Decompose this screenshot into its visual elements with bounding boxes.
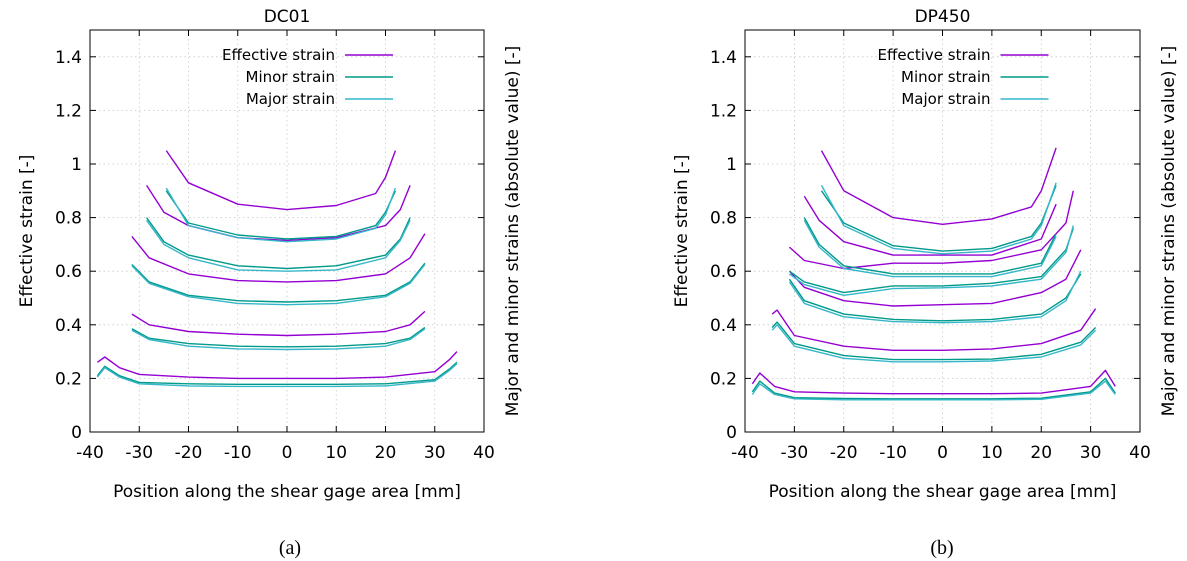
y-tick-label: 0.4 — [55, 316, 82, 336]
series-line-minor-strain — [820, 185, 1057, 252]
series-line-major-strain — [788, 270, 1082, 324]
series-line-major-strain — [131, 328, 426, 351]
x-tick-label: -20 — [830, 443, 858, 463]
chart-title: DC01 — [264, 7, 311, 27]
series-line-major-strain — [165, 187, 397, 243]
y-axis-label: Effective strain [-] — [17, 155, 37, 308]
x-tick-label: 30 — [1080, 443, 1102, 463]
legend-label: Effective strain — [878, 46, 991, 64]
y-tick-label: 0.4 — [710, 316, 737, 336]
x-tick-label: -40 — [731, 443, 759, 463]
legend-label: Minor strain — [246, 68, 335, 86]
x-tick-label: -20 — [175, 443, 203, 463]
chart-panel-dp450: -40 -30 -20 -10 0 10 20 30 40 0 0.2 0.4 0.6 0.8 1 1.2 1.… — [672, 7, 1179, 559]
series-line-minor-strain — [146, 217, 411, 270]
legend-label: Minor strain — [901, 68, 990, 86]
series-line-minor-strain — [751, 377, 1116, 400]
y2-axis-label: Major and minor strains (absolute value)… — [1159, 46, 1179, 417]
y-axis-label: Effective strain [-] — [672, 155, 692, 308]
series-line-minor-strain — [96, 361, 458, 385]
series-line-minor-strain — [131, 326, 426, 348]
x-tick-label: -10 — [879, 443, 907, 463]
chart-title: DP450 — [915, 7, 971, 27]
y-tick-label: 0 — [71, 423, 82, 443]
x-axis-label: Position along the shear gage area [mm] — [113, 482, 461, 502]
y-tick-label: 1.2 — [710, 101, 737, 121]
x-tick-label: 10 — [981, 443, 1003, 463]
legend-label: Major strain — [246, 90, 335, 108]
x-tick-label: 20 — [375, 443, 397, 463]
series-line-effective-strain — [146, 185, 411, 242]
series-line-effective-strain — [165, 150, 397, 211]
series-line-effective-strain — [803, 195, 1057, 256]
series-line-major-strain — [771, 324, 1097, 363]
series-line-major-strain — [788, 225, 1074, 296]
x-tick-label: -10 — [224, 443, 252, 463]
x-tick-label: -30 — [780, 443, 808, 463]
y2-axis-label: Major and minor strains (absolute value)… — [503, 46, 523, 417]
y-tick-label: 0.2 — [55, 369, 82, 389]
series-line-major-strain — [803, 219, 1057, 278]
series-line-effective-strain — [788, 190, 1074, 270]
series-line-major-strain — [146, 219, 411, 272]
x-tick-label: 40 — [473, 443, 495, 463]
series-major-strain — [96, 187, 458, 388]
y-tick-label: 0.8 — [55, 209, 82, 229]
series-effective-strain — [751, 147, 1116, 395]
series-line-minor-strain — [803, 217, 1057, 275]
legend-label: Effective strain — [222, 46, 335, 64]
legend: Effective strain Minor strain Major strain — [222, 46, 393, 108]
x-tick-label: 20 — [1030, 443, 1052, 463]
y-tick-label: 1.2 — [55, 101, 82, 121]
series-line-minor-strain — [771, 321, 1097, 361]
series-line-minor-strain — [131, 262, 426, 303]
series-line-effective-strain — [820, 147, 1057, 225]
series-minor-strain — [96, 190, 458, 385]
x-tick-label: 30 — [424, 443, 446, 463]
y-tick-label: 1 — [71, 155, 82, 175]
y-tick-label: 1 — [726, 155, 737, 175]
series-line-effective-strain — [131, 233, 426, 283]
legend-label: Major strain — [901, 90, 990, 108]
series-line-major-strain — [751, 380, 1116, 401]
y-tick-label: 1.4 — [710, 48, 737, 68]
series-line-effective-strain — [788, 249, 1082, 307]
x-tick-label: 10 — [325, 443, 347, 463]
series-line-major-strain — [96, 363, 458, 388]
x-axis-label: Position along the shear gage area [mm] — [769, 482, 1117, 502]
x-tick-label: 0 — [937, 443, 948, 463]
x-tick-label: 40 — [1129, 443, 1151, 463]
series-line-effective-strain — [751, 369, 1116, 395]
series-line-effective-strain — [96, 351, 458, 380]
chart-panel-dc01: -40 -30 -20 -10 0 10 20 30 40 0 0.2 0.4 0.6 0.8 1 1.2 1.… — [17, 7, 523, 559]
panel-caption: (b) — [930, 537, 953, 559]
series-major-strain — [751, 182, 1116, 401]
grid — [745, 30, 1140, 432]
series-effective-strain — [96, 150, 458, 380]
y-tick-label: 0.6 — [55, 262, 82, 282]
x-tick-label: -30 — [125, 443, 153, 463]
series-line-effective-strain — [771, 308, 1097, 351]
series-line-effective-strain — [131, 310, 426, 337]
legend: Effective strain Minor strain Major strain — [878, 46, 1049, 108]
series-line-major-strain — [820, 182, 1057, 255]
series-minor-strain — [751, 185, 1116, 400]
series-line-minor-strain — [788, 228, 1074, 294]
panel-caption: (a) — [279, 537, 301, 559]
y-tick-label: 0.8 — [710, 209, 737, 229]
series-line-minor-strain — [788, 273, 1082, 322]
x-tick-label: 0 — [282, 443, 293, 463]
x-tick-label: -40 — [76, 443, 104, 463]
y-tick-label: 0 — [726, 423, 737, 443]
y-tick-label: 0.2 — [710, 369, 737, 389]
series-line-major-strain — [131, 264, 426, 306]
y-tick-label: 0.6 — [710, 262, 737, 282]
y-tick-label: 1.4 — [55, 48, 82, 68]
series-line-minor-strain — [165, 190, 397, 240]
